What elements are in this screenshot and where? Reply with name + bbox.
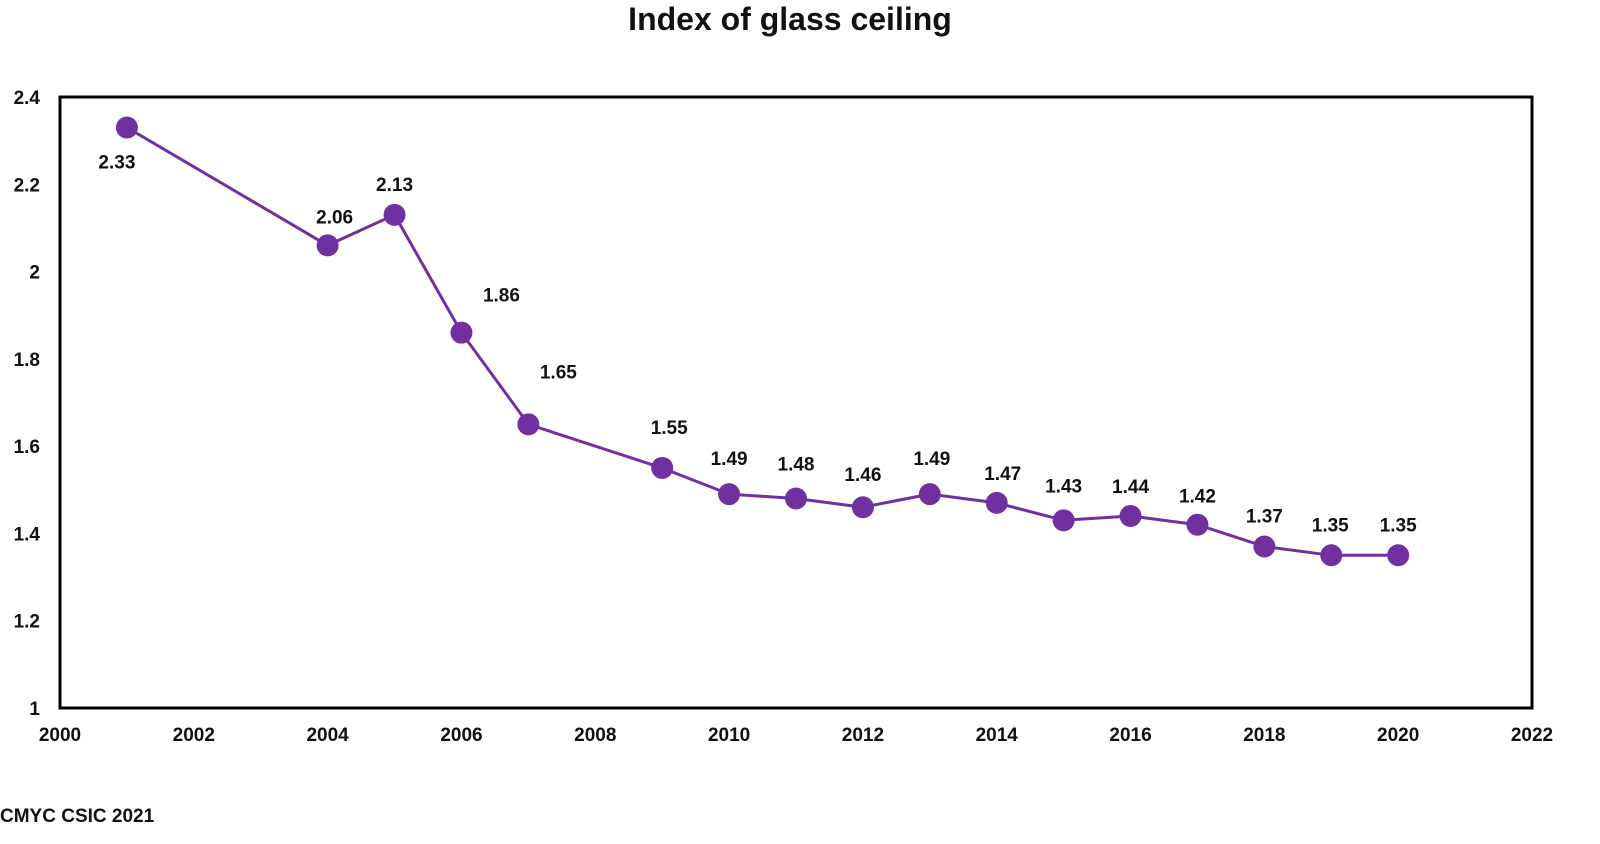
data-label: 2.33: [98, 153, 135, 174]
x-tick-label: 2018: [1243, 725, 1285, 746]
data-point: [1186, 513, 1209, 536]
data-label: 1.55: [651, 418, 688, 439]
data-point: [1119, 504, 1142, 527]
data-point: [1387, 544, 1410, 567]
data-point: [651, 456, 674, 479]
data-point: [1253, 535, 1276, 558]
data-label: 1.44: [1112, 477, 1149, 498]
x-tick-label: 2014: [976, 725, 1019, 746]
x-tick-label: 2004: [306, 725, 349, 746]
data-label: 1.86: [483, 286, 520, 307]
x-tick-label: 2020: [1377, 725, 1419, 746]
x-axis: 2000 2002 2004 2006 2008 2010 2012 2014 2016 2018…: [39, 725, 1553, 746]
data-point: [450, 321, 473, 344]
y-tick-label: 2.4: [14, 88, 41, 109]
y-tick-label: 2.2: [14, 175, 40, 196]
data-point: [718, 483, 741, 506]
y-tick-label: 1: [29, 699, 40, 720]
data-label: 1.37: [1246, 507, 1283, 528]
data-label: 2.13: [376, 175, 413, 196]
data-label: 1.42: [1179, 487, 1216, 508]
x-tick-label: 2012: [842, 725, 884, 746]
source-note: CMYC CSIC 2021: [0, 806, 155, 827]
data-point: [115, 116, 138, 139]
x-tick-label: 2022: [1511, 725, 1553, 746]
data-point: [1052, 509, 1075, 532]
data-point: [517, 413, 540, 436]
chart-title: Index of glass ceiling: [628, 1, 952, 37]
y-tick-label: 2: [29, 263, 40, 284]
data-point: [383, 203, 406, 226]
y-tick-label: 1.2: [14, 612, 40, 633]
y-axis: 1 1.2 1.4 1.6 1.8 2 2.2 2.4: [14, 88, 41, 720]
data-label: 1.49: [913, 449, 950, 470]
y-tick-label: 1.4: [14, 524, 41, 545]
data-label: 1.35: [1312, 515, 1349, 536]
data-label: 1.65: [540, 362, 577, 383]
x-tick-label: 2002: [173, 725, 215, 746]
data-label: 2.06: [316, 207, 353, 228]
data-label: 1.49: [711, 449, 748, 470]
data-label: 1.46: [844, 465, 881, 486]
data-point: [316, 234, 339, 257]
data-point: [785, 487, 807, 510]
y-tick-label: 1.8: [14, 350, 40, 371]
data-label: 1.43: [1045, 476, 1082, 497]
data-point: [985, 491, 1008, 514]
data-point: [851, 496, 874, 519]
x-tick-label: 2008: [574, 725, 616, 746]
x-tick-label: 2006: [440, 725, 482, 746]
data-label: 1.47: [984, 464, 1021, 485]
data-label: 1.48: [778, 455, 815, 476]
x-tick-label: 2010: [708, 725, 750, 746]
plot-area-frame: [58, 95, 1534, 710]
data-point: [918, 483, 941, 506]
x-tick-label: 2000: [39, 725, 81, 746]
x-tick-label: 2016: [1109, 725, 1151, 746]
y-tick-label: 1.6: [14, 437, 40, 458]
data-point: [1320, 544, 1343, 567]
series-layer: 2.33 2.06 2.13 1.86 1.65 1.55 1.49 1.48 1.46 1.49…: [98, 116, 1417, 567]
data-label: 1.35: [1380, 515, 1417, 536]
